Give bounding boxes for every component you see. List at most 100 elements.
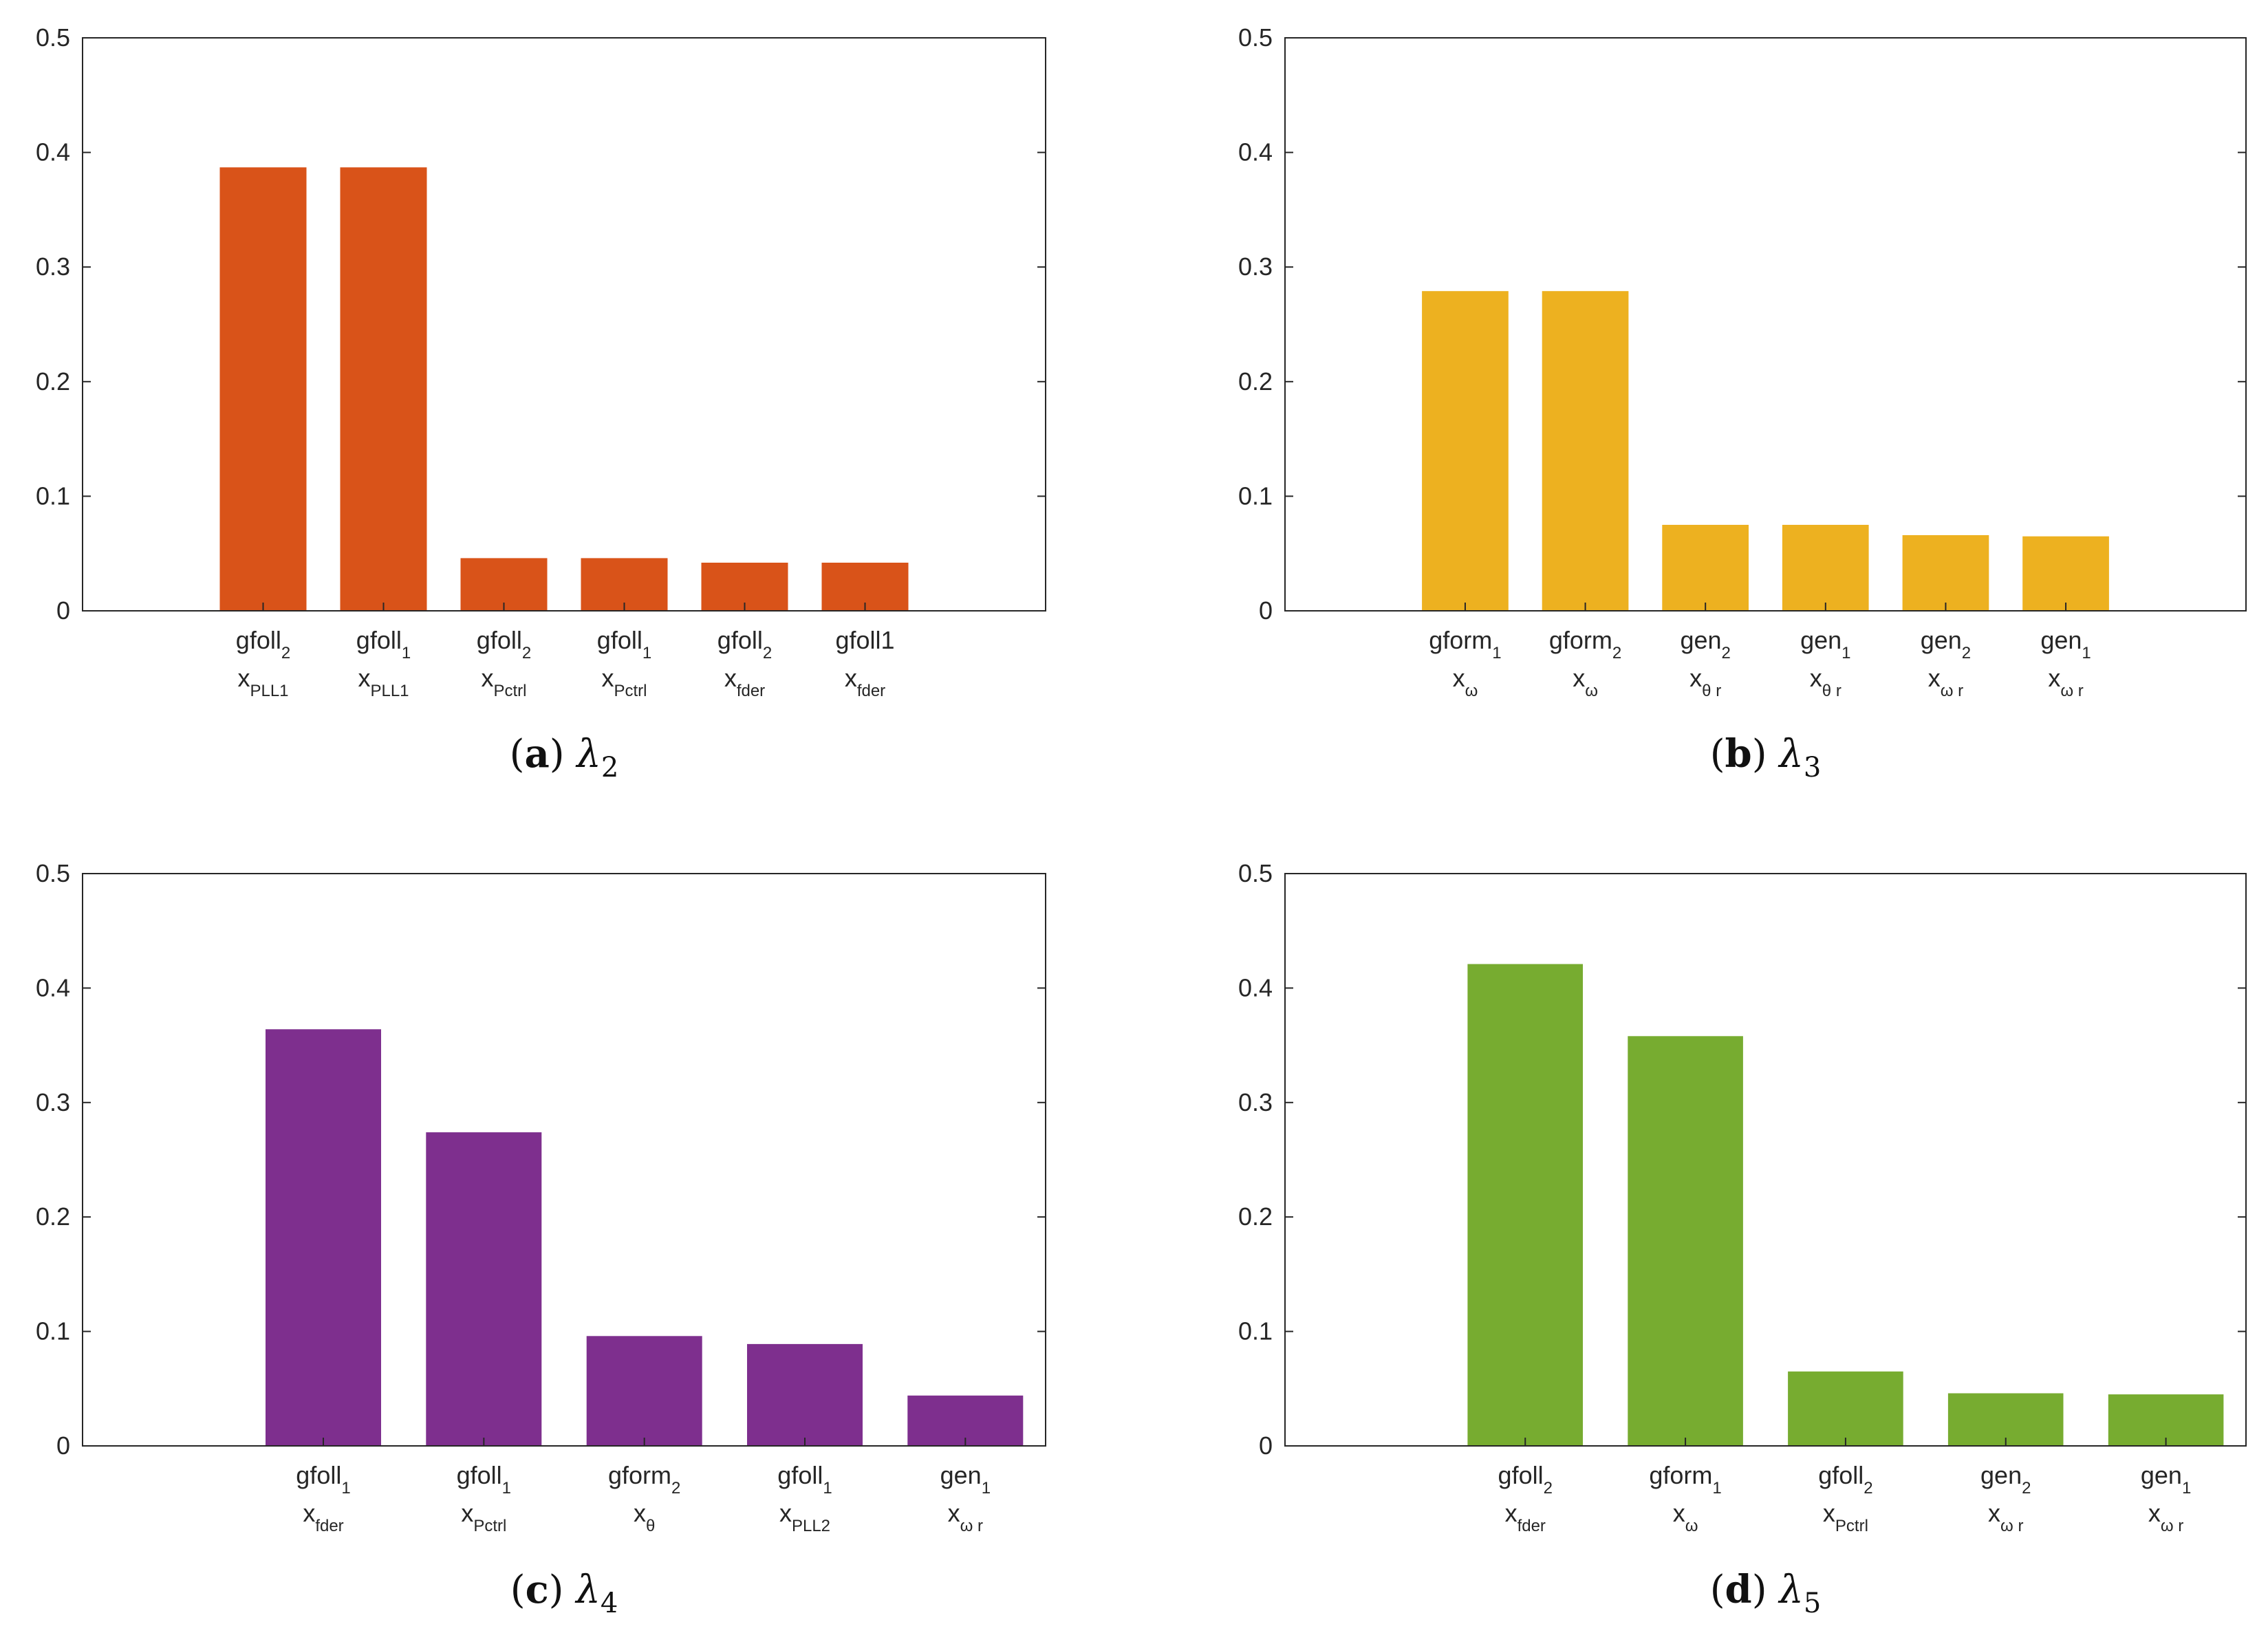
chart-panel-d: 00.10.20.30.40.5gfoll2xfdergform1xωgfoll… [1238, 859, 2247, 1619]
category-label-bottom: xω [1673, 1499, 1698, 1535]
category-label-top: gform2 [608, 1461, 680, 1497]
category-label-bottom: xPctrl [602, 664, 647, 700]
bar-c-1 [266, 1029, 381, 1446]
category-label-bottom: xPctrl [461, 1499, 506, 1535]
category-label-bottom: xω r [1988, 1499, 2023, 1535]
category-label-top: gen1 [2040, 626, 2091, 662]
bar-c-4 [747, 1343, 863, 1446]
bar-b-4 [1782, 525, 1869, 611]
y-tick-label: 0.3 [1238, 1088, 1273, 1116]
bar-a-3 [460, 558, 548, 611]
y-tick-label: 0.2 [36, 367, 70, 396]
y-tick-label: 0.3 [1238, 252, 1273, 281]
category-label-top: gen1 [2141, 1461, 2191, 1497]
category-label-top: gen2 [1921, 626, 1971, 662]
category-label-top: gen1 [1800, 626, 1850, 662]
category-label-bottom: xω r [1928, 664, 1963, 700]
category-label-top: gform2 [1549, 626, 1621, 662]
category-label-bottom: xfder [303, 1499, 343, 1535]
category-label-top: gform1 [1429, 626, 1501, 662]
chart-panel-c: 00.10.20.30.40.5gfoll1xfdergfoll1xPctrlg… [36, 859, 1046, 1619]
y-tick-label: 0 [1259, 1431, 1273, 1460]
category-label-bottom: xPLL1 [358, 664, 409, 700]
bar-b-3 [1662, 525, 1749, 611]
y-tick-label: 0 [56, 1431, 70, 1460]
category-label-top: gfoll1 [457, 1461, 511, 1497]
category-label-top: gfoll1 [356, 626, 411, 662]
y-tick-label: 0.5 [36, 859, 70, 887]
category-label-bottom: xω r [2148, 1499, 2183, 1535]
y-tick-label: 0.1 [1238, 1317, 1273, 1345]
y-tick-label: 0.1 [1238, 482, 1273, 510]
y-tick-label: 0.1 [36, 482, 70, 510]
y-tick-label: 0.3 [36, 252, 70, 281]
panel-caption: (a) λ2 [510, 731, 619, 783]
category-label-bottom: xω r [2048, 664, 2083, 700]
bar-b-2 [1542, 291, 1629, 611]
y-tick-label: 0.4 [1238, 138, 1273, 166]
category-label-bottom: xPLL2 [779, 1499, 830, 1535]
bar-d-5 [2108, 1394, 2224, 1446]
category-label-bottom: xPctrl [482, 664, 527, 700]
category-label-bottom: xθ r [1810, 664, 1842, 700]
axes-box [1284, 37, 2247, 612]
category-label-top: gfoll2 [1498, 1461, 1553, 1497]
bar-b-6 [2022, 536, 2109, 611]
bar-b-5 [1902, 535, 1989, 611]
category-label-top: gen1 [940, 1461, 991, 1497]
y-tick-label: 0 [1259, 596, 1273, 625]
bar-c-5 [907, 1395, 1024, 1446]
y-tick-label: 0.4 [36, 973, 70, 1002]
category-label-top: gen2 [1980, 1461, 2031, 1497]
category-label-bottom: xPLL1 [237, 664, 288, 700]
panel-caption: (d) λ5 [1710, 1567, 1822, 1619]
bar-a-1 [219, 167, 307, 612]
category-label-top: gfoll1 [597, 626, 651, 662]
axes-box [82, 37, 1046, 612]
bar-d-4 [1947, 1393, 2064, 1446]
bar-c-3 [586, 1336, 702, 1446]
y-tick-label: 0.1 [36, 1317, 70, 1345]
y-tick-label: 0 [56, 596, 70, 625]
category-label-top: gfoll1 [835, 626, 894, 654]
category-label-top: gfoll1 [296, 1461, 350, 1497]
bar-d-2 [1628, 1036, 1743, 1446]
y-tick-label: 0.5 [36, 23, 70, 52]
panel-caption: (b) λ3 [1710, 731, 1822, 783]
category-label-bottom: xfder [845, 664, 885, 700]
y-tick-label: 0.5 [1238, 23, 1273, 52]
category-label-bottom: xθ r [1689, 664, 1721, 700]
bar-b-1 [1422, 291, 1509, 611]
axes-box [82, 873, 1046, 1447]
y-tick-label: 0.2 [1238, 367, 1273, 396]
category-label-bottom: xω r [948, 1499, 983, 1535]
y-tick-label: 0.3 [36, 1088, 70, 1116]
category-label-bottom: xPctrl [1823, 1499, 1868, 1535]
y-tick-label: 0.4 [36, 138, 70, 166]
y-tick-label: 0.2 [1238, 1202, 1273, 1231]
category-label-bottom: xfder [1505, 1499, 1546, 1535]
chart-panel-a: 00.10.20.30.40.5gfoll2xPLL1gfoll1xPLL1gf… [36, 23, 1046, 783]
y-tick-label: 0.2 [36, 1202, 70, 1231]
category-label-bottom: xω [1453, 664, 1478, 700]
bar-a-2 [340, 167, 427, 612]
bar-d-1 [1467, 964, 1583, 1446]
category-label-bottom: xfder [724, 664, 765, 700]
y-tick-label: 0.4 [1238, 973, 1273, 1002]
axes-box [1284, 873, 2247, 1447]
bar-d-3 [1788, 1371, 1903, 1446]
y-tick-label: 0.5 [1238, 859, 1273, 887]
category-label-top: gfoll2 [477, 626, 531, 662]
bar-a-4 [581, 558, 668, 611]
category-label-bottom: xω [1573, 664, 1598, 700]
category-label-top: gfoll2 [1818, 1461, 1872, 1497]
category-label-top: gfoll2 [236, 626, 290, 662]
bar-c-2 [426, 1132, 542, 1446]
category-label-top: gfoll2 [717, 626, 772, 662]
category-label-top: gform1 [1649, 1461, 1721, 1497]
category-label-top: gfoll1 [777, 1461, 832, 1497]
category-label-bottom: xθ [634, 1499, 655, 1535]
category-label-top: gen2 [1680, 626, 1730, 662]
